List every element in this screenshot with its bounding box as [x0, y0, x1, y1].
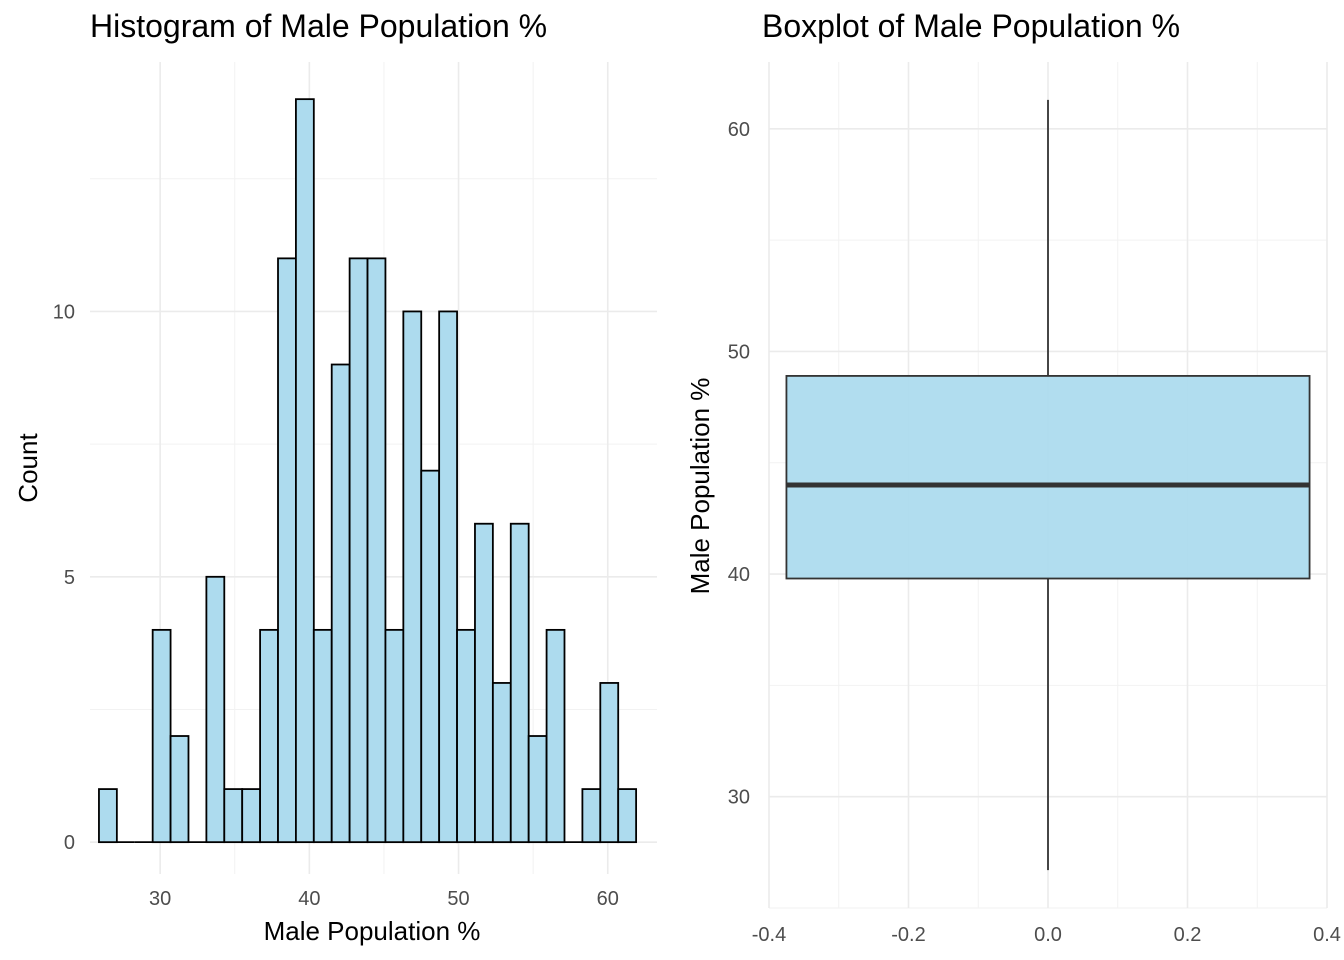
histogram-bar: [420, 469, 441, 844]
boxplot-marks: [785, 99, 1311, 871]
histogram-bar: [581, 788, 602, 844]
histogram-bar: [169, 735, 190, 844]
histogram-y-tick-label: 10: [53, 301, 75, 323]
histogram-bar: [223, 788, 244, 844]
boxplot-x-tick-label: -0.2: [891, 924, 925, 946]
histogram-y-tick-label: 0: [64, 832, 75, 854]
tick-labels: 30 40 50 60 0 5 10 -0.4 -0.2 0.0 0.2 0.4 30 40 50 60: [53, 119, 1341, 946]
histogram-bars: [98, 98, 638, 844]
boxplot-y-tick-label: 60: [728, 119, 750, 141]
histogram-bar: [617, 788, 638, 844]
histogram-x-tick-label: 30: [149, 888, 171, 910]
boxplot-y-axis-label: Male Population %: [685, 378, 715, 595]
boxplot-y-tick-label: 30: [728, 787, 750, 809]
boxplot-title: Boxplot of Male Population %: [762, 8, 1181, 44]
boxplot-box: [785, 375, 1311, 580]
boxplot-y-tick-label: 40: [728, 564, 750, 586]
histogram-bar: [205, 575, 226, 844]
histogram-bar: [241, 788, 261, 844]
histogram-bar: [384, 628, 405, 844]
histogram-bar: [312, 628, 333, 844]
histogram-x-axis-label: Male Population %: [264, 916, 481, 946]
histogram-bar: [527, 735, 548, 844]
histogram-bar: [456, 628, 476, 844]
histogram-bar: [259, 628, 279, 844]
histogram-bar: [348, 257, 369, 844]
boxplot-x-tick-label: 0.4: [1313, 924, 1341, 946]
boxplot-x-tick-label: 0.0: [1034, 924, 1062, 946]
histogram-bar: [295, 98, 315, 844]
histogram-bar: [366, 257, 387, 844]
histogram-bar: [402, 310, 423, 844]
histogram-bar: [599, 682, 620, 844]
histogram-y-axis-label: Count: [13, 433, 43, 503]
histogram-bar: [438, 310, 458, 844]
histogram-bar: [545, 628, 566, 844]
boxplot-x-tick-label: 0.2: [1174, 924, 1202, 946]
boxplot-x-tick-label: -0.4: [752, 924, 786, 946]
histogram-bar: [151, 628, 172, 844]
histogram-y-tick-label: 5: [64, 567, 75, 589]
histogram-x-tick-label: 40: [298, 888, 320, 910]
histogram-bar: [330, 363, 351, 844]
histogram-title: Histogram of Male Population %: [90, 8, 548, 44]
histogram-bar: [98, 788, 118, 844]
histogram-bar: [509, 522, 530, 844]
boxplot-y-tick-label: 50: [728, 341, 750, 363]
histogram-bar: [491, 682, 512, 844]
histogram-bar: [277, 257, 297, 844]
histogram-bar: [474, 522, 494, 844]
histogram-x-tick-label: 60: [597, 888, 619, 910]
histogram-x-tick-label: 50: [447, 888, 469, 910]
